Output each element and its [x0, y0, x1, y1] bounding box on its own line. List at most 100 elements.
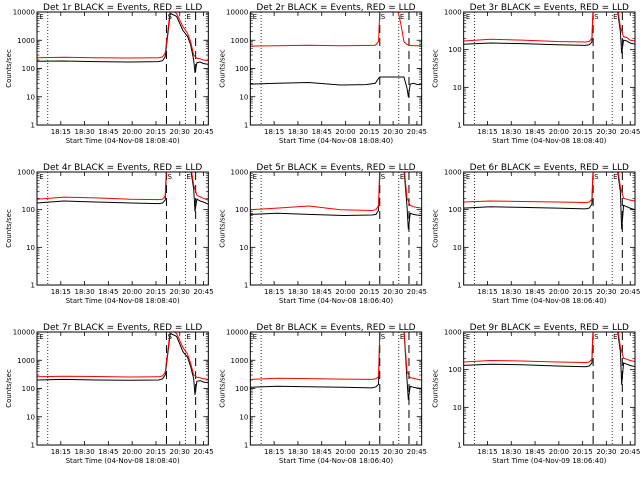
y-axis-label: Counts/sec	[5, 209, 13, 248]
series-group	[463, 172, 636, 230]
x-axis-label: Start Time (04-Nov-08 18:08:40)	[279, 137, 393, 145]
y-tick-label: 1000	[17, 357, 35, 365]
marker-e: E	[186, 173, 190, 181]
lld-series-line	[250, 332, 422, 381]
y-tick-label: 1000	[231, 37, 249, 45]
marker-e: E	[400, 333, 404, 341]
y-axis-label: Counts/sec	[432, 369, 440, 408]
x-tick-label: 20:30	[170, 128, 190, 136]
lld-series-line	[37, 172, 209, 201]
series-group	[37, 12, 209, 73]
series-group	[37, 332, 209, 395]
x-tick-label: 20:00	[335, 288, 355, 296]
x-tick-label: 20:45	[407, 448, 427, 456]
marker-e: E	[39, 333, 43, 341]
marker-e: E	[39, 173, 43, 181]
x-tick-label: 20:15	[573, 288, 593, 296]
y-tick-label: 1	[457, 282, 461, 290]
lld-series-line	[463, 12, 636, 43]
y-tick-label: 10	[239, 93, 248, 101]
y-tick-label: 10000	[13, 9, 35, 17]
marker-s: S	[594, 173, 599, 181]
chart-title: Det 4r BLACK = Events, RED = LLD	[43, 163, 202, 173]
x-tick-label: 18:30	[74, 128, 94, 136]
chart-panel-7: Det 7r BLACK = Events, RED = LLD 1 10 100 10…	[5, 323, 214, 465]
y-tick-label: 10000	[226, 9, 248, 17]
x-axis-label: Start Time (04-Nov-08 18:08:40)	[66, 297, 180, 305]
x-tick-label: 18:15	[51, 128, 71, 136]
x-tick-label: 20:45	[620, 128, 640, 136]
x-axis-label: Start Time (04-Nov-08 18:08:40)	[66, 457, 180, 465]
x-tick-label: 18:30	[501, 448, 521, 456]
y-axis-label: Counts/sec	[218, 209, 226, 248]
y-tick-label: 10	[26, 413, 35, 421]
events-series-line	[37, 332, 209, 395]
x-tick-label: 20:15	[359, 288, 379, 296]
y-axis-label: Counts/sec	[5, 369, 13, 408]
series-group	[463, 332, 636, 385]
events-series-line	[250, 172, 422, 230]
marker-s: S	[167, 173, 172, 181]
series-group	[250, 172, 422, 230]
chart-title: Det 1r BLACK = Events, RED = LLD	[43, 3, 202, 13]
plot-frame	[36, 331, 209, 446]
x-tick-label: 18:15	[477, 128, 497, 136]
lld-series-line	[463, 172, 636, 204]
y-tick-label: 1	[244, 122, 248, 130]
y-tick-label: 1000	[17, 169, 35, 177]
x-tick-label: 20:00	[122, 128, 142, 136]
y-tick-label: 1000	[17, 37, 35, 45]
chart-title: Det 9r BLACK = Events, RED = LLD	[470, 323, 629, 333]
plot-frame	[36, 171, 209, 286]
marker-s: S	[594, 13, 599, 21]
x-tick-label: 20:30	[596, 448, 616, 456]
events-series-line	[463, 332, 636, 385]
marker-e: E	[466, 13, 470, 21]
x-tick-label: 18:45	[312, 128, 332, 136]
y-tick-label: 100	[22, 385, 35, 393]
chart-title: Det 7r BLACK = Events, RED = LLD	[43, 323, 202, 333]
x-tick-label: 20:00	[122, 288, 142, 296]
x-tick-label: 18:30	[288, 448, 308, 456]
marker-e: E	[253, 333, 257, 341]
x-tick-label: 18:15	[264, 128, 284, 136]
lld-series-line	[250, 172, 422, 212]
plot-frame	[249, 11, 423, 126]
marker-e: E	[400, 13, 404, 21]
x-tick-label: 20:00	[335, 128, 355, 136]
lld-series-line	[250, 12, 422, 47]
events-series-line	[463, 172, 636, 230]
series-group	[250, 12, 422, 97]
chart-panel-5: Det 5r BLACK = Events, RED = LLD 1 10 100 10…	[218, 163, 427, 305]
x-tick-label: 20:45	[620, 288, 640, 296]
x-tick-label: 20:45	[193, 448, 213, 456]
x-tick-label: 20:00	[549, 448, 569, 456]
y-axis-label: Counts/sec	[432, 49, 440, 88]
y-tick-label: 1000	[444, 329, 462, 337]
plot-frame	[249, 331, 423, 446]
x-tick-label: 18:45	[525, 288, 545, 296]
x-tick-label: 20:30	[596, 128, 616, 136]
y-tick-label: 1000	[444, 9, 462, 17]
y-tick-label: 10000	[13, 329, 35, 337]
y-tick-label: 1	[244, 442, 248, 450]
y-tick-label: 10	[26, 93, 35, 101]
marker-e: E	[253, 13, 257, 21]
x-tick-label: 18:45	[312, 288, 332, 296]
marker-e: E	[613, 13, 617, 21]
plot-frame	[463, 11, 636, 126]
y-tick-label: 100	[235, 65, 248, 73]
x-tick-label: 20:30	[170, 448, 190, 456]
y-tick-label: 100	[22, 206, 35, 214]
y-tick-label: 1	[31, 442, 35, 450]
x-axis-label: Start Time (04-Nov-08 18:06:40)	[279, 457, 393, 465]
x-tick-label: 18:30	[501, 128, 521, 136]
x-tick-label: 18:15	[264, 448, 284, 456]
y-axis-label: Counts/sec	[5, 49, 13, 88]
x-tick-label: 18:15	[477, 288, 497, 296]
events-series-line	[250, 76, 422, 97]
marker-s: S	[167, 13, 172, 21]
x-tick-label: 18:45	[98, 288, 118, 296]
x-tick-label: 20:15	[146, 448, 166, 456]
